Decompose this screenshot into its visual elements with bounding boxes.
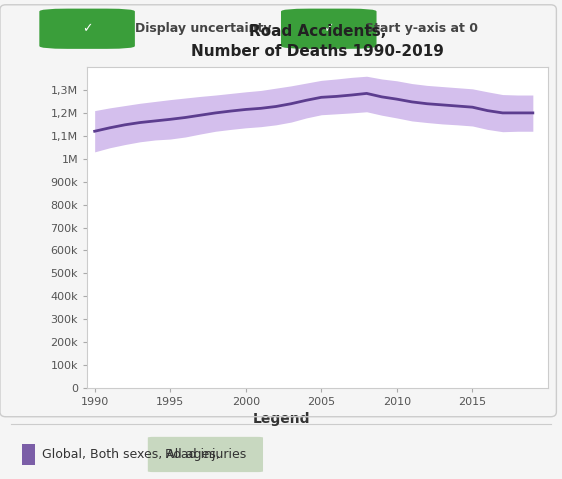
Bar bbox=[22, 444, 35, 465]
Text: Road injuries: Road injuries bbox=[165, 448, 246, 461]
FancyBboxPatch shape bbox=[39, 9, 135, 49]
Title: Road Accidents,
Number of Deaths 1990-2019: Road Accidents, Number of Deaths 1990-20… bbox=[191, 24, 444, 59]
Text: Start y-axis at 0: Start y-axis at 0 bbox=[365, 22, 478, 35]
Text: ✓: ✓ bbox=[82, 22, 92, 35]
FancyBboxPatch shape bbox=[148, 437, 263, 472]
Text: Legend: Legend bbox=[252, 411, 310, 425]
FancyBboxPatch shape bbox=[281, 9, 377, 49]
Text: ✓: ✓ bbox=[324, 22, 334, 35]
Text: Global, Both sexes, All ages,: Global, Both sexes, All ages, bbox=[42, 448, 223, 461]
Text: Display uncertainty: Display uncertainty bbox=[135, 22, 271, 35]
